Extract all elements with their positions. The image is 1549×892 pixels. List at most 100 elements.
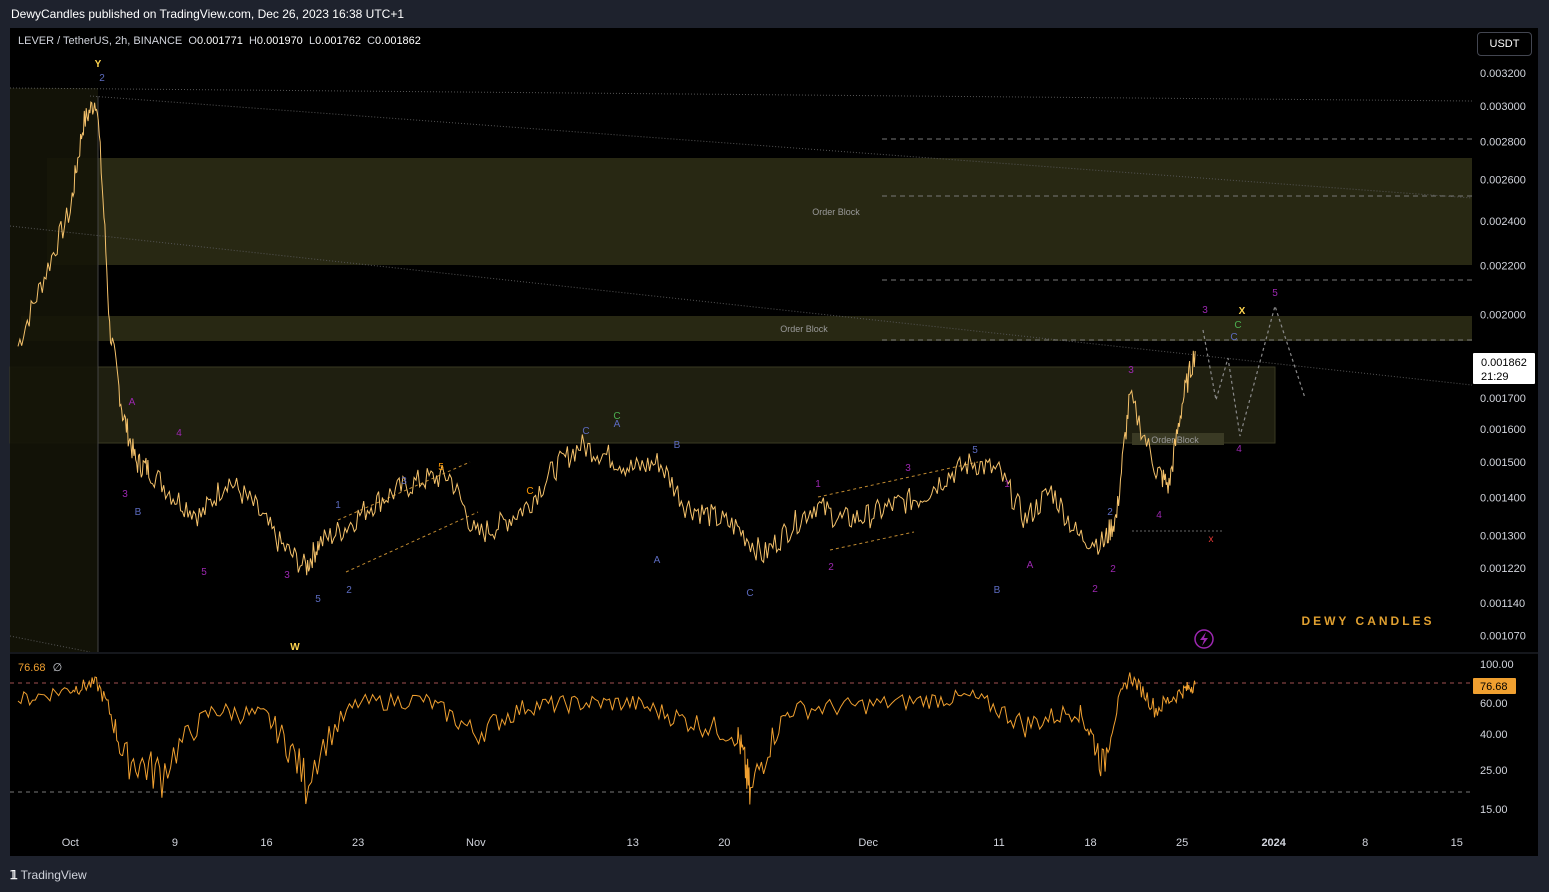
time-tick-label: 15 xyxy=(1451,837,1463,849)
top-bar: DewyCandles published on TradingView.com… xyxy=(0,0,1549,28)
price-tick-label: 0.002000 xyxy=(1480,309,1526,321)
wave-label: 5 xyxy=(1272,288,1278,299)
wave-label: 2 xyxy=(99,73,105,84)
wave-label: 2 xyxy=(346,585,352,596)
time-tick-label: Dec xyxy=(858,837,878,849)
trend-lines xyxy=(10,87,1472,652)
order-block-left-column xyxy=(10,88,98,652)
symbol-legend: LEVER / TetherUS, 2h, BINANCE O0.001771 … xyxy=(18,35,421,47)
wave-label: C xyxy=(1234,320,1241,331)
wave-label: 2 xyxy=(1092,584,1098,595)
wave-label: 1 xyxy=(1004,479,1010,490)
rsi-tick-label: 15.00 xyxy=(1480,804,1508,816)
time-axis: Oct 9 16 23 Nov 13 20 Dec 11 18 25 2024 8 15 xyxy=(62,837,1463,849)
wave-label: A xyxy=(129,397,136,408)
price-tick-label: 0.001220 xyxy=(1480,563,1526,575)
wave-label: C xyxy=(613,411,620,422)
wave-label: 2 xyxy=(1110,564,1116,575)
wave-label: 4 xyxy=(176,428,182,439)
open-label: O xyxy=(188,35,197,47)
order-block-lower xyxy=(9,366,1276,444)
rsi-series xyxy=(17,672,1196,805)
price-tick-label: 0.001500 xyxy=(1480,457,1526,469)
currency-button[interactable]: USDT xyxy=(1477,32,1532,56)
wave-label: 3 xyxy=(1202,305,1208,316)
rsi-reference-lines xyxy=(10,682,1472,793)
rsi-legend: 76.68 ∅ xyxy=(18,661,62,674)
wave-label: C xyxy=(1230,332,1237,343)
wave-label: Y xyxy=(95,59,102,70)
time-tick-label: 23 xyxy=(352,837,364,849)
price-axis: 0.003200 0.003000 0.002800 0.002600 0.002400… xyxy=(1480,68,1526,642)
price-tick-label: 0.002600 xyxy=(1480,175,1526,187)
price-tick-label: 0.001070 xyxy=(1480,630,1526,642)
wave-label: 5 xyxy=(438,462,444,473)
order-block-label-middle: Order Block xyxy=(780,324,828,334)
time-tick-label: 13 xyxy=(627,837,639,849)
wave-label: A xyxy=(614,419,621,430)
wave-label: 3 xyxy=(401,476,407,487)
wave-label: C xyxy=(526,486,533,497)
price-tick-label: 0.003200 xyxy=(1480,68,1526,80)
price-tick-label: 0.002400 xyxy=(1480,216,1526,228)
rsi-line xyxy=(17,672,1196,805)
wave-label: 3 xyxy=(284,570,290,581)
wave-label: C xyxy=(582,426,589,437)
wave-label: W xyxy=(290,642,300,653)
watermark: DEWY CANDLES xyxy=(1301,614,1434,628)
price-tick-label: 0.001700 xyxy=(1480,393,1526,405)
wave-label: 2 xyxy=(1107,507,1113,518)
rsi-legend-value: 76.68 xyxy=(18,662,46,674)
wave-label: 5 xyxy=(315,594,321,605)
rsi-value-badge xyxy=(1473,678,1516,694)
order-block-upper xyxy=(47,158,1472,265)
wave-label: C xyxy=(746,588,753,599)
wave-label: 2 xyxy=(828,562,834,573)
rsi-tick-label: 40.00 xyxy=(1480,729,1508,741)
time-tick-label: 20 xyxy=(718,837,730,849)
price-tick-label: 0.002800 xyxy=(1480,137,1526,149)
wave-label: 3 xyxy=(1128,365,1134,376)
price-tick-label: 0.001600 xyxy=(1480,424,1526,436)
rsi-legend-symbol: ∅ xyxy=(52,662,63,674)
high-label: H xyxy=(248,35,257,47)
price-tick-label: 0.003000 xyxy=(1480,101,1526,113)
price-tick-label: 0.001300 xyxy=(1480,530,1526,542)
wave-label: 3 xyxy=(122,489,128,500)
rsi-value-badge-text: 76.68 xyxy=(1480,681,1508,693)
wave-label: 3 xyxy=(905,463,911,474)
lightning-icon[interactable] xyxy=(1194,629,1214,649)
price-series xyxy=(17,101,1196,576)
wave-label: B xyxy=(674,440,681,451)
time-tick-label: 11 xyxy=(993,837,1004,849)
time-tick-label: Oct xyxy=(62,837,79,849)
publisher-caption: DewyCandles published on TradingView.com… xyxy=(11,7,405,21)
time-tick-label: Nov xyxy=(466,837,486,849)
time-tick-label: 18 xyxy=(1084,837,1096,849)
time-tick-label: 2024 xyxy=(1261,837,1286,849)
time-tick-label: 25 xyxy=(1176,837,1188,849)
price-tick-label: 0.002200 xyxy=(1480,260,1526,272)
order-block-label-upper: Order Block xyxy=(812,207,860,217)
wave-label: B xyxy=(994,585,1001,596)
wave-label: A xyxy=(654,555,661,566)
wave-label: 4 xyxy=(1236,444,1242,455)
wave-label: B xyxy=(135,507,142,518)
close-label: C xyxy=(367,35,376,47)
wave-label: X xyxy=(1239,306,1246,317)
last-price-countdown: 21:29 xyxy=(1481,371,1509,383)
wave-label: 5 xyxy=(201,567,207,578)
price-line xyxy=(17,101,1196,576)
close-value: 0.001862 xyxy=(375,35,421,47)
tradingview-logo-icon: 𝟙 xyxy=(10,868,18,882)
rsi-tick-label: 25.00 xyxy=(1480,765,1508,777)
tradingview-logo[interactable]: 𝟙 TradingView xyxy=(10,868,87,882)
time-tick-label: 16 xyxy=(260,837,272,849)
order-block-small xyxy=(1132,433,1224,445)
wave-label: 1 xyxy=(335,500,341,511)
price-tick-label: 0.001140 xyxy=(1480,598,1525,610)
wave-label: 1 xyxy=(815,479,821,490)
time-tick-label: 8 xyxy=(1362,837,1368,849)
high-value: 0.001970 xyxy=(256,35,303,47)
